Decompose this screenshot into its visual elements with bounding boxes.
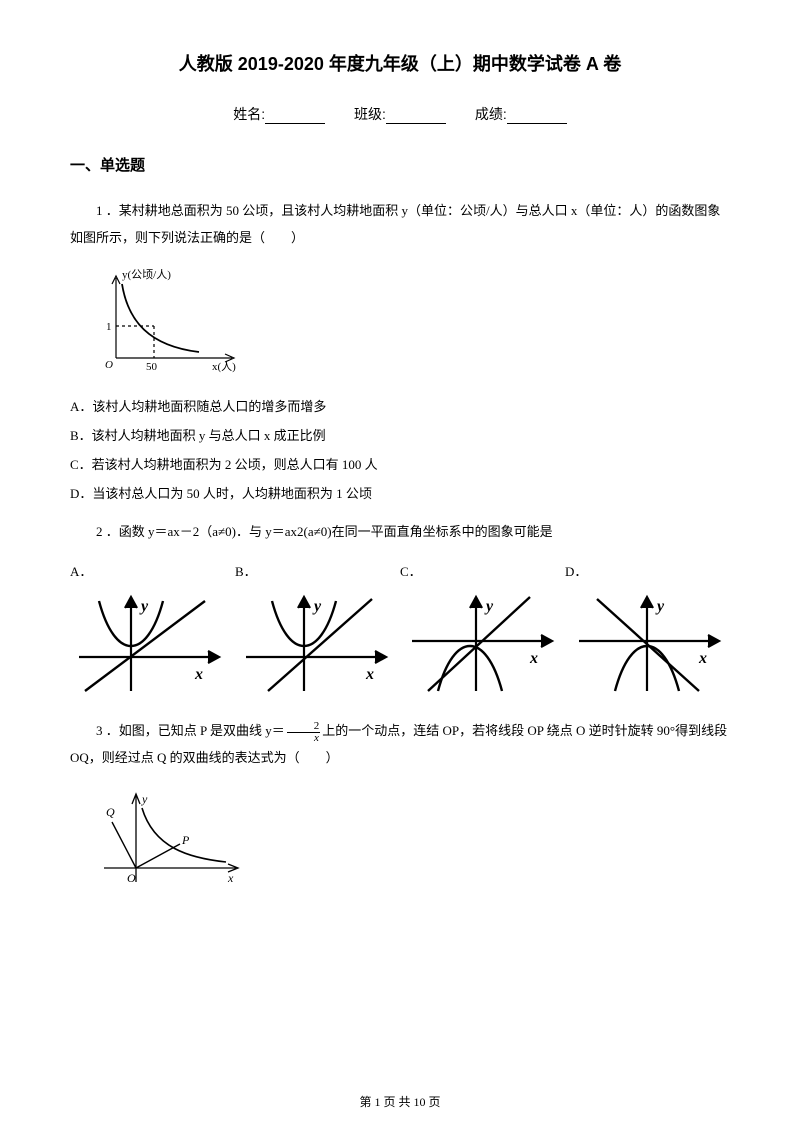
svg-text:x: x	[194, 666, 203, 683]
q1-stem: 1 ．某村耕地总面积为 50 公顷，且该村人均耕地面积 y（单位：公顷/人）与总…	[70, 197, 730, 252]
svg-text:O: O	[105, 359, 113, 371]
q2-option-d: D．	[565, 559, 730, 585]
q3-stem-pre: 3 ．如图，已知点 P 是双曲线 y＝	[96, 723, 285, 738]
page-title: 人教版 2019-2020 年度九年级（上）期中数学试卷 A 卷	[70, 50, 730, 76]
q2-option-b: B．	[235, 559, 400, 585]
class-blank	[386, 123, 446, 124]
class-label: 班级:	[354, 106, 386, 122]
score-label: 成绩:	[475, 106, 507, 122]
name-blank	[265, 123, 325, 124]
q1-option-b: B．该村人均耕地面积 y 与总人口 x 成正比例	[70, 422, 730, 449]
q1-option-d: D．当该村总人口为 50 人时，人均耕地面积为 1 公顷	[70, 480, 730, 507]
section-heading-1: 一、单选题	[70, 154, 730, 175]
svg-text:x: x	[365, 666, 374, 683]
q2-fig-b: y x	[242, 591, 392, 699]
q2-options-row: A． B． C． D．	[70, 559, 730, 585]
q1-xtick: 50	[146, 361, 158, 373]
score-blank	[507, 123, 567, 124]
svg-text:Q: Q	[106, 805, 115, 819]
q1-xlabel: x(人)	[212, 360, 236, 373]
q1-option-c: C．若该村人均耕地面积为 2 公顷，则总人口有 100 人	[70, 451, 730, 478]
q3-fraction: 2x	[287, 721, 321, 744]
svg-text:P: P	[181, 833, 190, 847]
q2-fig-c: y x	[408, 591, 558, 699]
svg-text:y: y	[141, 792, 148, 806]
q3-figure: Q P O y x	[94, 786, 730, 906]
student-info-line: 姓名: 班级: 成绩:	[70, 104, 730, 124]
q1-figure: y(公顷/人) 1 O 50 x(人)	[94, 266, 730, 379]
q1-option-a: A．该村人均耕地面积随总人口的增多而增多	[70, 393, 730, 420]
svg-text:y: y	[312, 598, 322, 615]
svg-text:x: x	[529, 650, 538, 667]
svg-text:O: O	[127, 871, 136, 885]
svg-text:y: y	[655, 598, 665, 615]
q2-fig-a: y x	[75, 591, 225, 699]
svg-text:y: y	[139, 598, 149, 615]
q1-ytick: 1	[106, 321, 112, 333]
svg-text:x: x	[227, 871, 234, 885]
q2-option-c: C．	[400, 559, 565, 585]
q2-stem: 2 ．函数 y＝ax－2（a≠0)．与 y＝ax2(a≠0)在同一平面直角坐标系…	[70, 518, 730, 545]
q2-fig-d: y x	[575, 591, 725, 699]
name-label: 姓名:	[233, 106, 265, 122]
q3-stem: 3 ．如图，已知点 P 是双曲线 y＝2x上的一个动点，连结 OP，若将线段 O…	[70, 717, 730, 772]
svg-text:x: x	[698, 650, 707, 667]
q2-option-a: A．	[70, 559, 235, 585]
page-footer: 第 1 页 共 10 页	[0, 1093, 800, 1110]
q1-ylabel: y(公顷/人)	[122, 268, 171, 281]
q2-figures: y x y x y x	[70, 591, 730, 699]
svg-text:y: y	[484, 598, 494, 615]
